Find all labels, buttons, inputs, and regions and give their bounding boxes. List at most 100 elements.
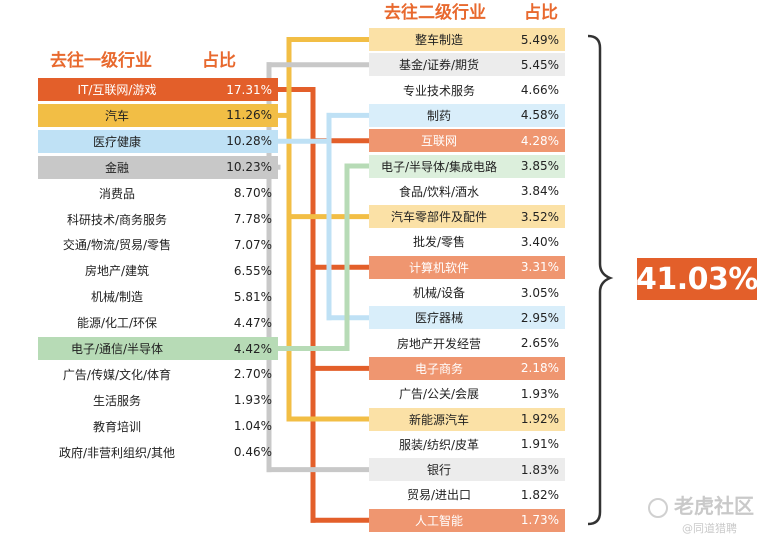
primary-industry-pct: 7.07% [233, 237, 272, 252]
primary-row: 电子/通信/半导体 4.42% [38, 337, 278, 360]
primary-industry-name: 生活服务 [92, 393, 141, 408]
primary-industry-name: 教育培训 [92, 419, 141, 434]
secondary-industry-pct: 4.28% [520, 133, 559, 148]
primary-row: 交通/物流/贸易/零售 7.07% [38, 233, 278, 256]
secondary-industry-name: 服装/纺织/皮革 [398, 437, 480, 452]
primary-industry-name: 汽车 [104, 108, 129, 123]
primary-industry-pct: 4.42% [233, 341, 272, 356]
secondary-row: 医疗器械 2.95% [369, 306, 565, 330]
secondary-industry-pct: 3.05% [520, 285, 559, 300]
primary-row: 金融 10.23% [38, 155, 278, 179]
secondary-industry-pct: 1.92% [520, 412, 559, 426]
secondary-row: 食品/饮料/酒水 3.84% [369, 180, 565, 203]
secondary-industry-name: 整车制造 [414, 33, 463, 47]
secondary-row: 电子/半导体/集成电路 3.85% [369, 154, 565, 178]
primary-industry-name: 交通/物流/贸易/零售 [62, 238, 172, 253]
primary-industry-pct: 8.70% [233, 186, 272, 201]
primary-row: 政府/非营利组织/其他 0.46% [38, 441, 278, 464]
secondary-industry-pct: 4.66% [520, 83, 559, 98]
secondary-industry-pct: 1.73% [520, 513, 559, 528]
secondary-industry-name: 电子/半导体/集成电路 [380, 159, 498, 174]
secondary-row: 新能源汽车 1.92% [369, 407, 565, 431]
secondary-row: 房地产开发经营 2.65% [369, 332, 565, 355]
watermark-logo-icon [648, 497, 668, 518]
secondary-industry-pct: 3.31% [520, 260, 559, 275]
secondary-row: 制药 4.58% [369, 103, 565, 127]
primary-industry-name: 电子/通信/半导体 [70, 342, 164, 356]
secondary-industry-name: 电子商务 [414, 361, 463, 376]
secondary-industry-pct: 2.65% [520, 336, 559, 351]
primary-row: 机械/制造 5.81% [38, 285, 278, 308]
primary-row: 广告/传媒/文化/体育 2.70% [38, 363, 278, 386]
secondary-industry-name: 汽车零部件及配件 [390, 210, 487, 225]
primary-industry-name: 科研技术/商务服务 [66, 212, 168, 227]
connector-group [275, 87, 372, 523]
secondary-industry-pct: 2.95% [520, 310, 559, 325]
secondary-industry-pct: 3.52% [520, 209, 559, 224]
primary-industry-pct: 6.55% [233, 263, 272, 278]
secondary-industry-name: 机械/设备 [412, 286, 466, 300]
primary-industry-pct: 17.31% [226, 82, 272, 97]
secondary-industry-pct: 2.18% [520, 361, 559, 376]
secondary-row: 整车制造 5.49% [369, 28, 565, 51]
primary-industry-pct: 11.26% [226, 108, 272, 123]
primary-industry-pct: 2.70% [233, 367, 272, 382]
watermark-main: 老虎社区 [674, 494, 754, 518]
primary-header-name: 去往一级行业 [50, 51, 152, 71]
secondary-industry-name: 贸易/进出口 [406, 488, 472, 503]
secondary-industry-name: 互联网 [420, 134, 457, 149]
primary-row: IT/互联网/游戏 17.31% [38, 78, 278, 101]
secondary-industry-pct: 5.49% [520, 32, 559, 47]
secondary-industry-name: 广告/公关/会展 [398, 387, 480, 402]
primary-industry-pct: 1.93% [233, 393, 272, 408]
total-bracket [587, 34, 614, 526]
secondary-industry-name: 计算机软件 [408, 260, 469, 275]
secondary-industry-name: 医疗器械 [414, 311, 463, 326]
watermark: 老虎社区 [648, 490, 754, 519]
primary-header-pct: 占比 [202, 51, 236, 71]
primary-industry-name: 能源/化工/环保 [76, 316, 158, 331]
primary-industry-name: 广告/传媒/文化/体育 [62, 367, 172, 382]
secondary-industry-pct: 5.45% [520, 57, 559, 72]
secondary-header-pct: 占比 [524, 3, 558, 23]
primary-row: 教育培训 1.04% [38, 415, 278, 438]
watermark-sub: @同道猎聘 [682, 522, 737, 535]
primary-industry-name: 房地产/建筑 [84, 264, 150, 279]
primary-industry-pct: 4.47% [233, 315, 272, 330]
secondary-industry-name: 专业技术服务 [402, 83, 475, 98]
secondary-industry-name: 房地产开发经营 [396, 336, 481, 351]
secondary-row: 互联网 4.28% [369, 129, 565, 153]
secondary-industry-name: 食品/饮料/酒水 [398, 184, 480, 199]
secondary-industry-pct: 1.83% [520, 462, 559, 477]
secondary-industry-name: 人工智能 [414, 513, 463, 528]
primary-industry-pct: 1.04% [233, 419, 272, 434]
secondary-industry-name: 银行 [426, 463, 451, 478]
primary-industry-pct: 10.28% [226, 134, 272, 149]
secondary-industry-pct: 1.91% [520, 437, 559, 452]
primary-row: 生活服务 1.93% [38, 389, 278, 412]
secondary-industry-name: 新能源汽车 [408, 412, 469, 427]
primary-industry-name: 消费品 [98, 186, 135, 201]
connector-group [275, 37, 372, 422]
secondary-row: 广告/公关/会展 1.93% [369, 382, 565, 405]
secondary-header-name: 去往二级行业 [384, 3, 486, 23]
primary-row: 消费品 8.70% [38, 182, 278, 205]
primary-row: 科研技术/商务服务 7.78% [38, 208, 278, 231]
primary-industry-name: 金融 [104, 160, 129, 175]
secondary-industry-pct: 4.58% [520, 108, 559, 123]
secondary-industry-pct: 3.40% [520, 234, 559, 249]
primary-row: 医疗健康 10.28% [38, 129, 278, 153]
primary-row: 能源/化工/环保 4.47% [38, 311, 278, 334]
secondary-industry-pct: 1.82% [520, 487, 559, 502]
secondary-row: 服装/纺织/皮革 1.91% [369, 433, 565, 456]
secondary-industry-name: 基金/证券/期货 [398, 58, 480, 73]
secondary-industry-pct: 3.85% [520, 159, 559, 173]
primary-industry-name: 机械/制造 [90, 290, 144, 305]
secondary-industry-name: 制药 [426, 108, 451, 123]
secondary-row: 基金/证券/期货 5.45% [369, 53, 565, 77]
secondary-row: 人工智能 1.73% [369, 508, 565, 532]
primary-industry-pct: 7.78% [233, 212, 272, 226]
primary-industry-pct: 0.46% [233, 445, 272, 460]
